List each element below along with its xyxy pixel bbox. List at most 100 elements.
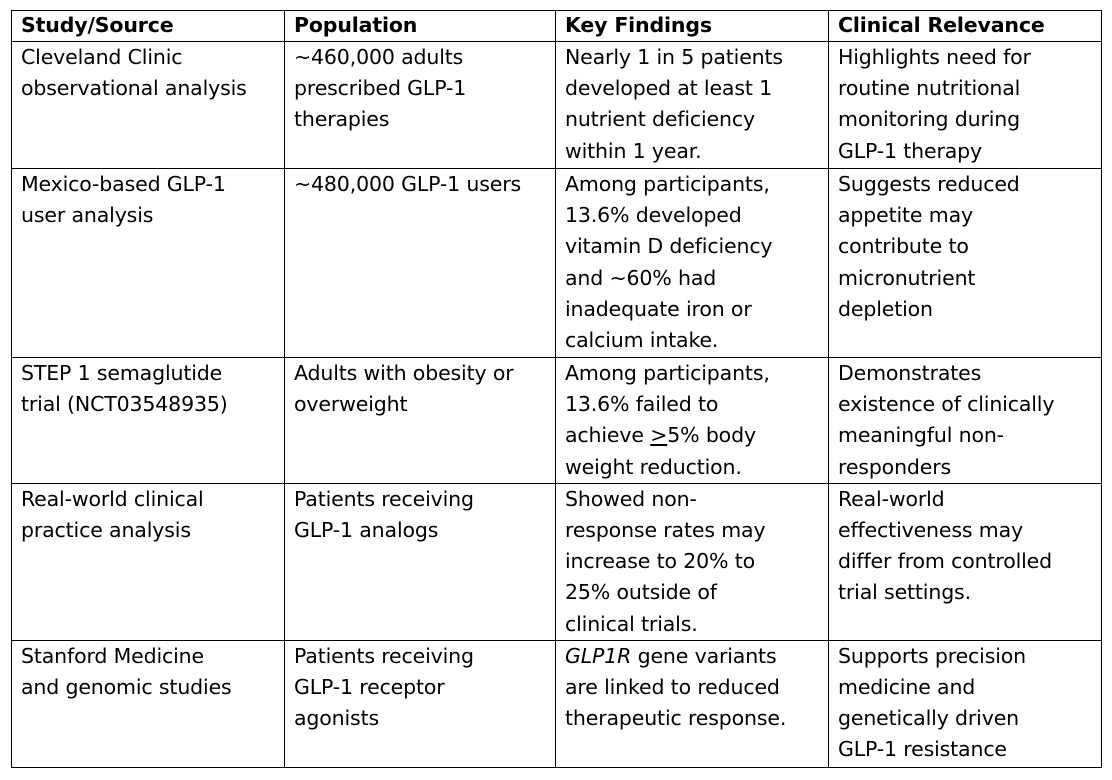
cell-text-line: user analysis	[21, 203, 154, 228]
cell-text-line: Suggests reduced	[838, 172, 1020, 196]
greater-equal-symbol: >	[650, 423, 668, 448]
cell-text-line: overweight	[294, 392, 408, 417]
cell-text-line: weight reduction.	[565, 454, 742, 479]
cell-text-line: GLP1R gene variants	[565, 641, 822, 672]
table-row: Real-world clinical practice analysis Pa…	[11, 482, 1102, 641]
cell-text-line: appetite may	[838, 203, 973, 228]
cell-population: ~480,000 GLP-1 users	[284, 168, 556, 358]
cell-text-line: genetically driven	[838, 706, 1020, 731]
cell-text-line: developed at least 1	[565, 76, 773, 101]
cell-text-line: nutrient deficiency	[565, 107, 755, 132]
cell-findings: Showed non- response rates may increase …	[555, 482, 829, 641]
cell-findings: Nearly 1 in 5 patients developed at leas…	[555, 41, 829, 169]
cell-study: Stanford Medicine and genomic studies	[11, 639, 285, 768]
header-row: Study/Source Population Key Findings Cli…	[11, 10, 1102, 42]
cell-text-line: ~460,000 adults	[294, 45, 464, 69]
cell-text-line: responders	[838, 454, 952, 479]
cell-relevance: Real-world effectiveness may differ from…	[828, 482, 1102, 641]
cell-relevance: Supports precision medicine and genetica…	[828, 639, 1102, 768]
cell-text-line: monitoring during	[838, 107, 1021, 132]
cell-study: Mexico-based GLP-1 user analysis	[11, 168, 285, 358]
cell-text-line: depletion	[838, 296, 933, 321]
cell-relevance: Demonstrates existence of clinically mea…	[828, 357, 1102, 484]
cell-text-line: increase to 20% to	[565, 549, 755, 574]
table-row: Stanford Medicine and genomic studies Pa…	[11, 639, 1102, 768]
cell-text-line: within 1 year.	[565, 138, 702, 163]
cell-text-line: Showed non-	[565, 486, 697, 511]
cell-text-line: Supports precision	[838, 643, 1027, 668]
cell-findings: Among participants, 13.6% failed to achi…	[555, 357, 829, 484]
cell-text-line: Cleveland Clinic	[21, 45, 183, 69]
cell-findings: GLP1R gene variants are linked to reduce…	[555, 639, 829, 768]
cell-text-line: GLP-1 therapy	[838, 138, 983, 163]
cell-study: STEP 1 semaglutide trial (NCT03548935)	[11, 357, 285, 484]
cell-text-line: differ from controlled	[838, 549, 1053, 574]
cell-text-line: 25% outside of	[565, 580, 717, 605]
cell-text-line: calcium intake.	[565, 328, 719, 353]
cell-findings: Among participants, 13.6% developed vita…	[555, 168, 829, 358]
cell-relevance: Suggests reduced appetite may contribute…	[828, 168, 1102, 358]
text-segment: 5% body	[667, 423, 756, 448]
cell-population: Patients receiving GLP-1 analogs	[284, 482, 556, 641]
header-clinical-relevance: Clinical Relevance	[828, 10, 1102, 42]
cell-text-line: trial settings.	[838, 580, 971, 605]
cell-text-line: therapies	[294, 107, 390, 132]
study-comparison-table: Study/Source Population Key Findings Cli…	[11, 10, 1102, 768]
cell-text-line: effectiveness may	[838, 518, 1024, 543]
cell-study: Cleveland Clinic observational analysis	[11, 41, 285, 169]
cell-text-line: contribute to	[838, 234, 969, 259]
cell-text-line: micronutrient	[838, 265, 976, 290]
header-key-findings: Key Findings	[555, 10, 829, 42]
cell-text-line: Real-world clinical	[21, 486, 204, 511]
cell-text-line: existence of clinically	[838, 392, 1055, 417]
cell-text-line: GLP-1 analogs	[294, 518, 439, 543]
cell-text-line: medicine and	[838, 675, 976, 700]
cell-text-line: trial (NCT03548935)	[21, 392, 228, 417]
table-row: Mexico-based GLP-1 user analysis ~480,00…	[11, 168, 1102, 358]
cell-text-line: clinical trials.	[565, 611, 698, 636]
cell-text-line: STEP 1 semaglutide	[21, 361, 223, 385]
header-study-source: Study/Source	[11, 10, 285, 42]
cell-text-line: response rates may	[565, 518, 766, 543]
cell-study: Real-world clinical practice analysis	[11, 482, 285, 641]
cell-text-line: therapeutic response.	[565, 706, 787, 731]
cell-text-line: meaningful non-	[838, 423, 1004, 448]
cell-text-line: Adults with obesity or	[294, 361, 514, 385]
cell-text-line: routine nutritional	[838, 76, 1021, 101]
cell-text-line: vitamin D deficiency	[565, 234, 773, 259]
cell-text-line: Stanford Medicine	[21, 643, 204, 668]
cell-text-line: ~480,000 GLP-1 users	[294, 172, 522, 196]
cell-text-line: 13.6% failed to	[565, 392, 719, 417]
cell-text-line: 13.6% developed	[565, 203, 742, 228]
cell-population: Patients receiving GLP-1 receptor agonis…	[284, 639, 556, 768]
cell-text-line: observational analysis	[21, 76, 247, 101]
cell-population: ~460,000 adults prescribed GLP-1 therapi…	[284, 41, 556, 169]
cell-text-line: GLP-1 receptor	[294, 675, 445, 700]
cell-text-line: Real-world	[838, 486, 945, 511]
cell-text-line: and ~60% had	[565, 265, 717, 290]
cell-text-line: practice analysis	[21, 518, 191, 543]
cell-text-line: Patients receiving	[294, 486, 474, 511]
cell-text-line: Demonstrates	[838, 361, 982, 385]
cell-relevance: Highlights need for routine nutritional …	[828, 41, 1102, 169]
cell-text-line: Highlights need for	[838, 45, 1031, 69]
cell-population: Adults with obesity or overweight	[284, 357, 556, 484]
header-population: Population	[284, 10, 556, 42]
cell-text-line: prescribed GLP-1	[294, 76, 467, 101]
cell-text-line: GLP-1 resistance	[838, 737, 1007, 762]
cell-text-line: Mexico-based GLP-1	[21, 172, 226, 196]
cell-text-line: agonists	[294, 706, 380, 731]
table-row: STEP 1 semaglutide trial (NCT03548935) A…	[11, 357, 1102, 484]
cell-text-line: achieve >5% body	[565, 420, 822, 451]
cell-text-line: Among participants,	[565, 172, 770, 196]
cell-text-line: Nearly 1 in 5 patients	[565, 45, 783, 69]
table-row: Cleveland Clinic observational analysis …	[11, 41, 1102, 169]
gene-name: GLP1R	[565, 643, 632, 668]
cell-text-line: and genomic studies	[21, 675, 232, 700]
cell-text-line: Among participants,	[565, 361, 770, 385]
cell-text-line: are linked to reduced	[565, 675, 780, 700]
cell-text-line: inadequate iron or	[565, 296, 752, 321]
text-segment: achieve	[565, 423, 651, 448]
text-segment: gene variants	[631, 643, 777, 668]
cell-text-line: Patients receiving	[294, 643, 474, 668]
